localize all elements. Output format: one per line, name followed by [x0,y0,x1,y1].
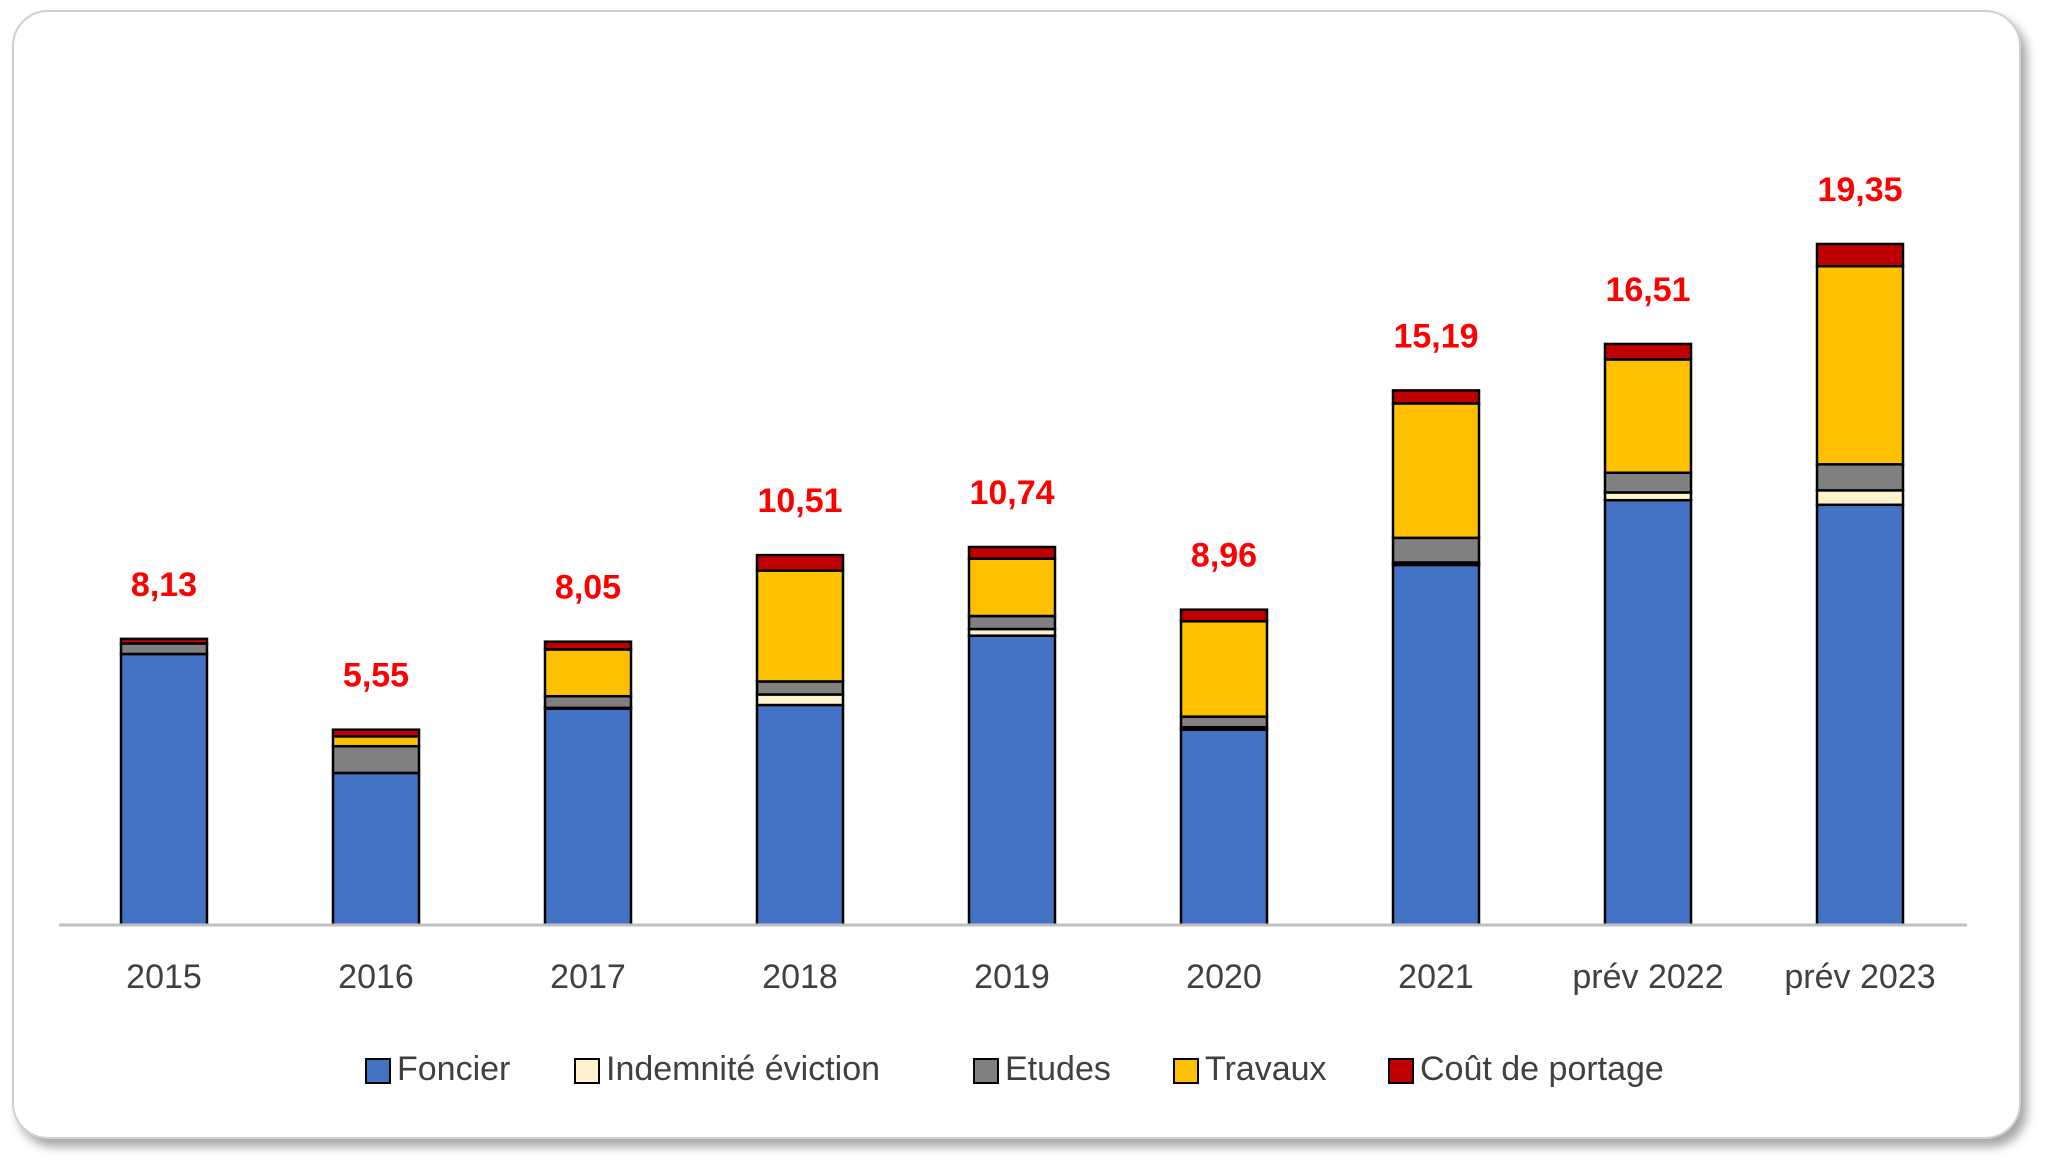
total-label: 10,74 [969,474,1054,512]
bar-segment [543,648,633,698]
legend-label: Coût de portage [1420,1050,1664,1088]
bar-segment [1815,489,1905,507]
x-tick-label: prév 2022 [1572,958,1723,996]
bar-segment [755,703,845,927]
x-tick-label: 2019 [974,958,1050,996]
bar-segment [1603,498,1693,927]
bar-segment [755,693,845,707]
bar-segment [1391,402,1481,540]
x-tick-label: 2017 [550,958,626,996]
bar-segment [1603,358,1693,475]
legend-swatch [365,1058,391,1084]
total-label: 10,51 [757,482,842,520]
legend-swatch [973,1058,999,1084]
x-tick-label: prév 2023 [1784,958,1935,996]
x-tick-label: 2016 [338,958,414,996]
bar-segment [543,640,633,651]
bar-segment [1179,620,1269,718]
total-label: 5,55 [343,657,409,695]
bar-segment [1815,463,1905,492]
legend-swatch [1173,1058,1199,1084]
bar-segment [1815,242,1905,268]
bar-segment [1391,389,1481,405]
bar-segment [1815,264,1905,466]
bar-segment [331,735,421,748]
legend-label: Travaux [1205,1050,1327,1088]
bar-segment [967,614,1057,631]
legend-swatch [1388,1058,1414,1084]
bar-segment [1603,342,1693,361]
x-tick-label: 2015 [126,958,202,996]
legend-label: Etudes [1005,1050,1111,1088]
bar-segment [1179,608,1269,623]
total-label: 8,96 [1191,537,1257,575]
bar-segment [1391,536,1481,564]
bar-segment [967,634,1057,927]
x-tick-label: 2020 [1186,958,1262,996]
total-label: 16,51 [1605,271,1690,309]
bar-segment [1391,563,1481,927]
bar-segment [967,557,1057,618]
total-label: 8,05 [555,569,621,607]
legend-label: Indemnité éviction [606,1050,880,1088]
bar-segment [1179,715,1269,729]
bar-segment [543,707,633,927]
bar-segment [967,545,1057,560]
total-label: 15,19 [1393,317,1478,355]
x-tick-label: 2021 [1398,958,1474,996]
bar-segment [331,728,421,738]
bar-segment [119,642,209,656]
legend-swatch [574,1058,600,1084]
bar-segment [1603,471,1693,494]
bar-segment [543,694,633,710]
total-label: 8,13 [131,566,197,604]
bar-segment [331,771,421,927]
bar-segment [755,569,845,683]
legend-label: Foncier [397,1050,510,1088]
bar-segment [119,652,209,927]
bar-segment [1815,503,1905,927]
bar-segment [755,553,845,572]
bar-segment [331,744,421,775]
bar-segment [119,637,209,645]
bar-segment [755,680,845,696]
x-tick-label: 2018 [762,958,838,996]
total-label: 19,35 [1817,171,1902,209]
bar-segment [1179,728,1269,927]
